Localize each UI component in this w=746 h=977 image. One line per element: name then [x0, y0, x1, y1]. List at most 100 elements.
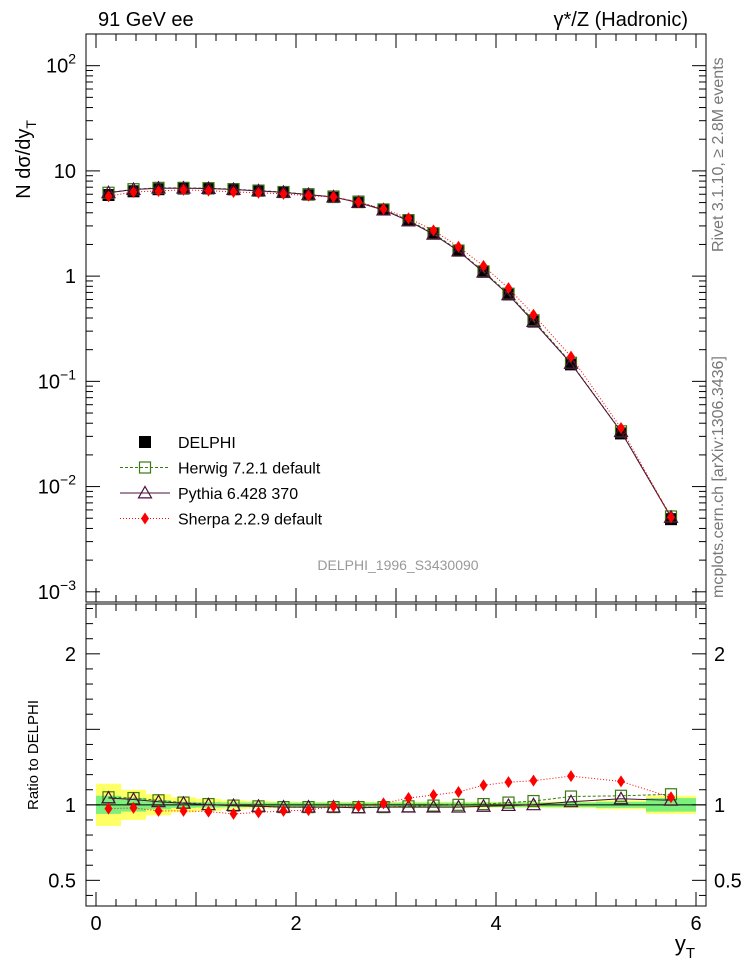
ratio-data-point: [525, 797, 542, 811]
ratio-y-tick-label: 2: [65, 644, 76, 666]
ratio-data-point: [154, 804, 163, 817]
ratio-data-point: [500, 797, 517, 812]
x-tick-label: 4: [490, 913, 501, 935]
main-y-tick-label: 10−3: [38, 577, 76, 604]
ratio-data-point: [425, 799, 442, 813]
ratio-data-point: [475, 798, 492, 812]
ratio-data-point: [379, 797, 388, 810]
main-data-point: [404, 212, 413, 225]
main-y-tick-label-exp: −3: [60, 577, 76, 593]
source-label: mcplots.cern.ch [arXiv:1306.3436]: [710, 356, 727, 598]
ratio-data-point: [454, 785, 463, 798]
legend-marker: [137, 485, 153, 499]
legend-marker: [138, 461, 152, 474]
legend-marker: [141, 512, 149, 525]
x-axis-title-sub: T: [686, 945, 695, 962]
main-data-point: [529, 308, 538, 321]
main-y-tick-label-exp: −1: [60, 366, 76, 382]
ratio-data-point: [502, 796, 515, 809]
main-data-point: [354, 196, 363, 209]
ratio-plot-panel: 0.5 0.5 1 1 2 2 0 2 4 6: [48, 603, 742, 935]
ratio-data-point: [279, 804, 288, 817]
legend-entry: DELPHI: [139, 435, 236, 452]
ratio-data-point: [617, 775, 625, 788]
rivet-version-label: Rivet 3.1.10, ≥ 2.8M events: [710, 57, 727, 252]
main-data-point: [613, 423, 629, 438]
ratio-data-point: [613, 791, 629, 805]
main-data-point: [667, 511, 675, 524]
ratio-data-point: [104, 802, 113, 815]
x-tick-label: 0: [90, 913, 101, 935]
x-axis-title-text: y: [675, 931, 686, 956]
x-axis-title: yT: [675, 931, 695, 962]
x-tick-label: 2: [290, 913, 301, 935]
main-data-point: [154, 184, 163, 197]
ratio-data-point: [179, 804, 188, 817]
main-y-tick-label-base: 10: [38, 582, 60, 604]
main-data-point: [329, 190, 338, 203]
x-tick-label: 6: [690, 913, 701, 935]
ratio-y-tick-label: 1: [65, 795, 76, 817]
main-data-point: [104, 190, 113, 203]
main-data-point: [504, 282, 513, 295]
main-data-point: [425, 226, 442, 240]
main-y-tick-label-exp: 2: [68, 51, 76, 67]
main-data-point: [229, 186, 238, 199]
ratio-data-point: [204, 805, 213, 818]
ratio-data-point: [667, 791, 675, 804]
legend-label: Pythia 6.428 370: [178, 486, 298, 503]
main-data-point: [617, 422, 625, 435]
main-data-point: [429, 224, 438, 237]
legend-entry: Herwig 7.2.1 default: [120, 461, 321, 478]
ratio-data-point: [527, 794, 540, 808]
ratio-series-2: [104, 770, 675, 820]
main-y-tick-label: 102: [46, 51, 76, 78]
ratio-data-point: [129, 801, 138, 814]
main-data-point: [204, 184, 213, 197]
ratio-plot-frame: [85, 603, 707, 907]
main-y-tick-label: 10−1: [38, 366, 76, 393]
legend-label: DELPHI: [178, 435, 236, 452]
main-data-point: [567, 350, 575, 363]
ratio-data-point: [400, 799, 417, 813]
main-y-tick-label-base: 10: [38, 477, 60, 499]
legend-marker: [139, 436, 151, 448]
process-label: γ*/Z (Hadronic): [554, 9, 688, 31]
ratio-data-point: [614, 789, 628, 802]
main-data-point: [400, 213, 417, 227]
ratio-y-tick-label-right: 2: [714, 644, 725, 666]
main-y-tick-label: 10: [54, 161, 76, 183]
ratio-y-tick-label: 0.5: [48, 870, 76, 892]
main-data-point: [129, 186, 138, 199]
main-data-point: [475, 264, 492, 278]
ratio-y-axis-title: Ratio to DELPHI: [25, 700, 42, 810]
ratio-data-point: [563, 794, 579, 808]
legend-entry: Pythia 6.428 370: [120, 485, 298, 503]
analysis-watermark: DELPHI_1996_S3430090: [317, 557, 478, 573]
ratio-data-point: [663, 792, 679, 806]
main-y-tick-label-base: 10: [38, 371, 60, 393]
main-data-point: [304, 189, 313, 202]
main-data-point: [379, 202, 388, 215]
main-data-point: [563, 355, 579, 369]
legend-label: Herwig 7.2.1 default: [178, 461, 321, 478]
legend-label: Sherpa 2.2.9 default: [178, 512, 323, 529]
ratio-data-point: [304, 804, 313, 817]
ratio-data-point: [375, 799, 392, 813]
main-data-point: [254, 186, 263, 199]
main-data-point: [525, 313, 542, 328]
ratio-data-point: [229, 807, 238, 820]
main-data-point: [450, 243, 467, 257]
main-y-axis-title: N dσ/dyT: [13, 120, 39, 199]
legend: DELPHI Herwig 7.2.1 default Pythia 6.428 3…: [120, 435, 323, 529]
main-y-tick-label-base: 10: [54, 161, 76, 183]
main-y-tick-label-base: 10: [46, 56, 68, 78]
main-y-tick-label: 10−2: [38, 472, 76, 499]
ratio-data-point: [254, 806, 263, 819]
main-y-axis-title-text: N dσ/dy: [13, 129, 35, 199]
ratio-data-point: [404, 792, 413, 805]
main-data-point: [179, 183, 188, 196]
ratio-data-point: [567, 770, 575, 783]
main-series-line: [108, 189, 672, 518]
